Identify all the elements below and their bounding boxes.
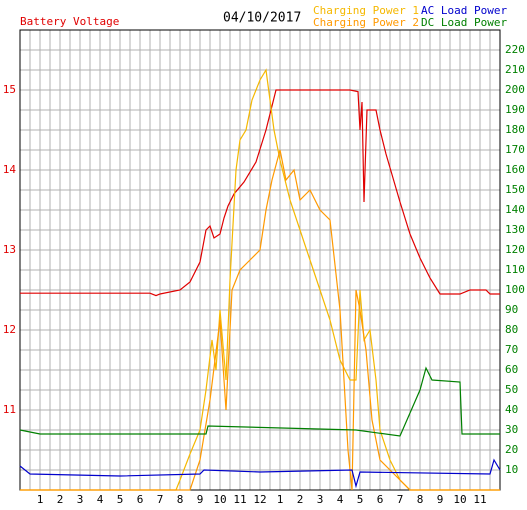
x-tick-label: 11 (233, 493, 246, 506)
x-tick-label: 10 (453, 493, 466, 506)
y2-tick-label: 200 (505, 83, 525, 96)
x-tick-label: 8 (417, 493, 424, 506)
x-tick-label: 5 (357, 493, 364, 506)
x-tick-label: 12 (253, 493, 266, 506)
y2-tick-label: 60 (505, 363, 518, 376)
y2-tick-label: 180 (505, 123, 525, 136)
legend-label: Charging Power 2 (313, 16, 419, 29)
x-tick-label: 10 (213, 493, 226, 506)
x-tick-label: 4 (97, 493, 104, 506)
y2-tick-label: 140 (505, 203, 525, 216)
series-line (20, 68, 500, 491)
y2-tick-label: 90 (505, 303, 518, 316)
x-tick-label: 1 (37, 493, 44, 506)
y2-tick-label: 120 (505, 243, 525, 256)
y2-tick-label: 170 (505, 143, 525, 156)
y-tick-label: 11 (3, 403, 16, 416)
y2-tick-label: 160 (505, 163, 525, 176)
series-line (20, 149, 500, 491)
y-tick-label: 12 (3, 323, 16, 336)
y2-tick-label: 100 (505, 283, 525, 296)
chart-title: 04/10/2017 (223, 11, 301, 26)
x-tick-label: 8 (177, 493, 184, 506)
y2-tick-label: 150 (505, 183, 525, 196)
legend-label: AC Load Power (421, 4, 507, 17)
y2-tick-label: 30 (505, 423, 518, 436)
series-line (20, 89, 500, 297)
x-tick-label: 11 (473, 493, 486, 506)
x-tick-label: 5 (117, 493, 124, 506)
y2-tick-label: 20 (505, 443, 518, 456)
legend-label: Charging Power 1 (313, 4, 419, 17)
series-line (19, 458, 501, 489)
x-tick-label: 1 (277, 493, 284, 506)
y2-tick-label: 40 (505, 403, 518, 416)
x-tick-label: 6 (137, 493, 144, 506)
y2-tick-label: 10 (505, 463, 518, 476)
y2-tick-label: 220 (505, 43, 525, 56)
x-tick-label: 4 (337, 493, 344, 506)
plot-border (19, 29, 501, 491)
y2-tick-label: 110 (505, 263, 525, 276)
y2-tick-label: 210 (505, 63, 525, 76)
series-line (19, 366, 500, 437)
y-tick-label: 14 (3, 163, 17, 176)
y-tick-label: 13 (3, 243, 16, 256)
x-tick-label: 7 (397, 493, 404, 506)
x-tick-label: 9 (437, 493, 444, 506)
x-tick-label: 7 (157, 493, 164, 506)
y-tick-label: 15 (3, 83, 16, 96)
legend-label: Battery Voltage (20, 15, 119, 28)
x-tick-label: 3 (317, 493, 324, 506)
x-tick-label: 2 (57, 493, 64, 506)
x-tick-label: 9 (197, 493, 204, 506)
x-tick-label: 2 (297, 493, 304, 506)
legend-label: DC Load Power (421, 16, 507, 29)
y2-tick-label: 70 (505, 343, 518, 356)
x-tick-label: 3 (77, 493, 84, 506)
x-tick-label: 6 (377, 493, 384, 506)
y2-tick-label: 80 (505, 323, 518, 336)
y2-tick-label: 130 (505, 223, 525, 236)
y2-tick-label: 190 (505, 103, 525, 116)
y2-tick-label: 50 (505, 383, 518, 396)
